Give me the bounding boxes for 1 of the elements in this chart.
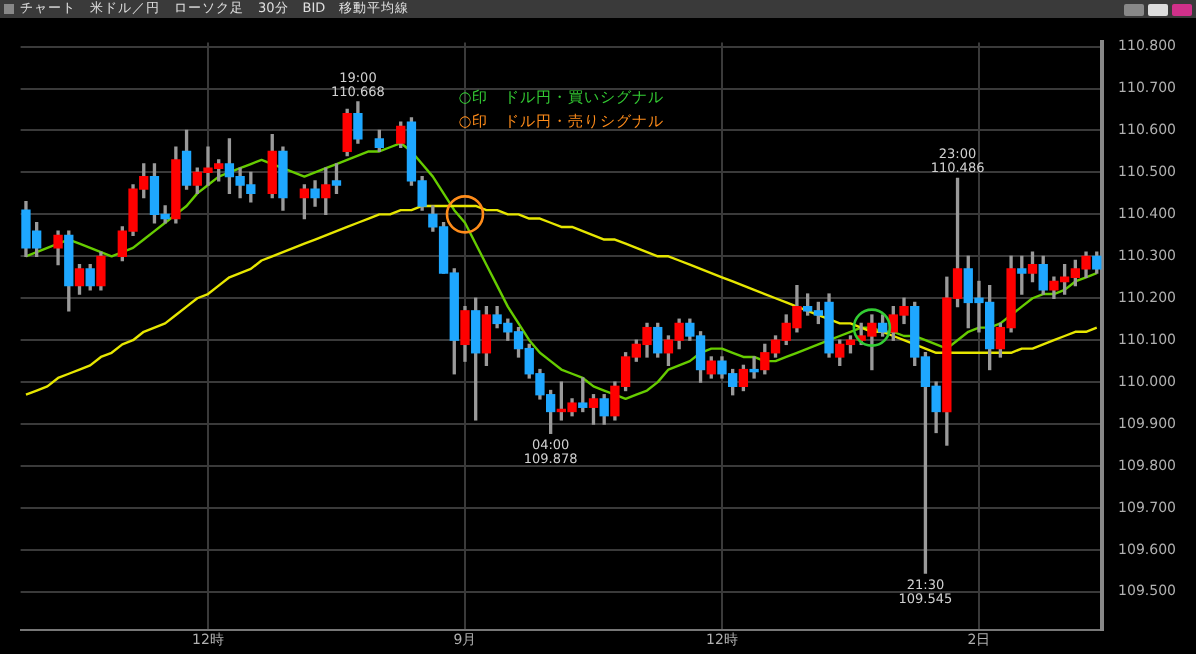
candlestick — [749, 356, 759, 379]
